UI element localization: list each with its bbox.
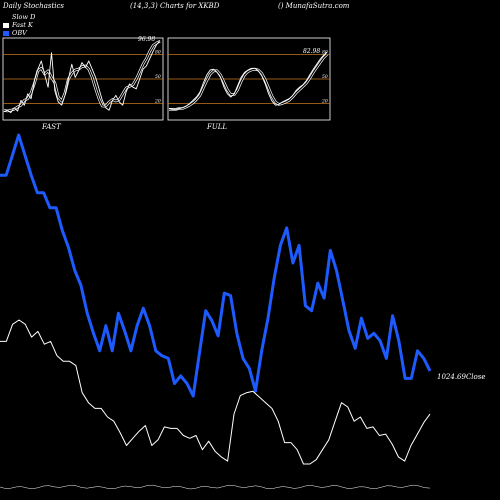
legend-obv: OBV — [3, 29, 27, 37]
obv-line — [0, 133, 432, 398]
full-tick-label-80: 80 — [322, 49, 328, 55]
full-tick-label-50: 50 — [322, 74, 328, 80]
fast-last-value-label: 96.98 — [138, 36, 155, 43]
legend-slow-d: Slow D — [3, 13, 35, 21]
close-text: Close — [465, 373, 486, 381]
bottom-volume-trace — [0, 484, 431, 490]
full-panel-label: FULL — [207, 123, 228, 131]
header-site: () MunafaSutra.com — [278, 2, 350, 10]
fast-slow-d-line — [3, 40, 161, 112]
legend-label: Fast K — [12, 21, 33, 29]
fast-tick-label-50: 50 — [155, 74, 161, 80]
fast-tick-label-20: 20 — [154, 99, 161, 105]
full-last-value-label: 82.98 — [303, 48, 320, 55]
fast-tick-label-80: 80 — [155, 49, 161, 55]
header-chart-for: (14,3,3) Charts for XKBD — [130, 2, 220, 10]
obv-swatch — [3, 30, 9, 36]
full-tick-label-20: 20 — [321, 99, 328, 105]
header-title: Daily Stochastics — [3, 2, 65, 10]
legend-label: OBV — [12, 29, 27, 37]
close-label: 1024.69Close — [437, 373, 486, 381]
fast-slow-d-outline — [3, 40, 161, 113]
fast-k-swatch — [3, 22, 9, 28]
fast-panel-label: FAST — [42, 123, 61, 131]
full-slow-d-line — [169, 53, 328, 110]
legend-fast-k: Fast K — [3, 21, 33, 29]
slow-d-swatch — [3, 14, 9, 20]
legend-label: Slow D — [12, 13, 36, 21]
fast-fast-k-line — [3, 40, 161, 114]
close-value: 1024.69 — [437, 373, 466, 381]
close-line — [0, 319, 431, 465]
full-fast-k-line — [168, 51, 328, 110]
